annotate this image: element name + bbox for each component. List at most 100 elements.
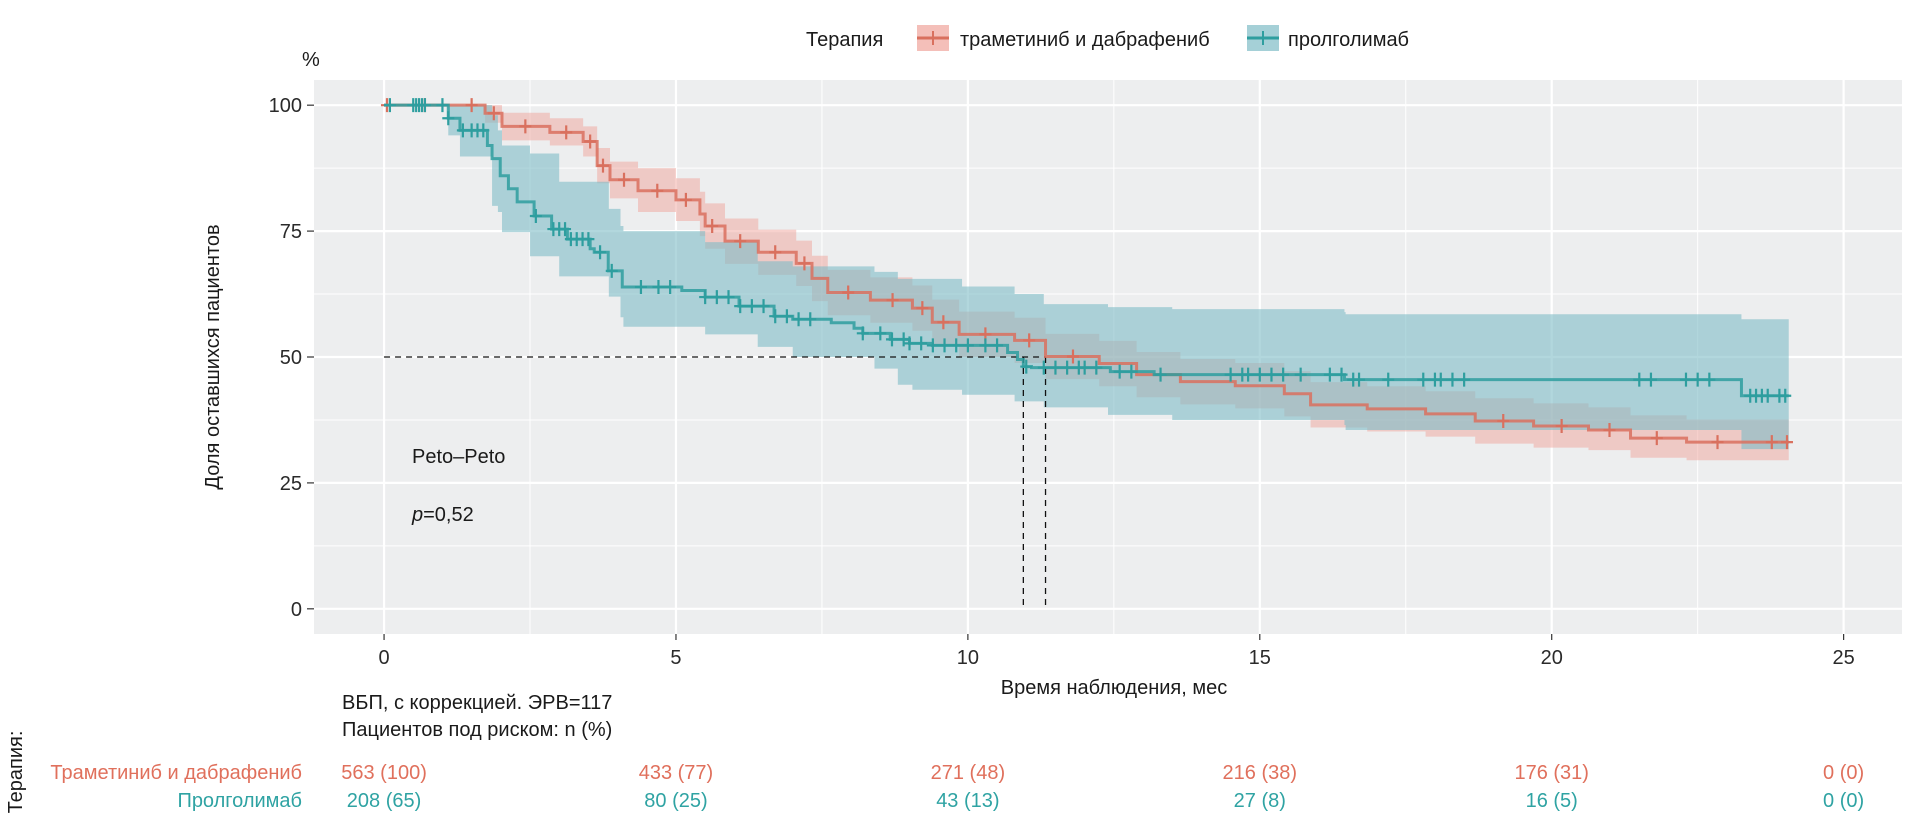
censor-mark [652, 279, 665, 294]
censor-mark [734, 299, 747, 314]
censor-mark [618, 172, 631, 187]
legend: Терапия траметиниб и дабрафениб пролголи… [806, 25, 1409, 51]
censor-mark [1603, 423, 1616, 438]
censor-mark [1691, 372, 1704, 387]
risk-table-cell: 216 (38) [1223, 762, 1298, 784]
censor-mark [519, 119, 532, 134]
x-tick-label: 5 [670, 647, 681, 669]
legend-label-prolgolimab: пролголимаб [1288, 29, 1409, 51]
y-axis-title: Доля оставшихся пациентов [202, 224, 224, 489]
y-tick-label: 50 [280, 347, 302, 369]
censor-mark [1703, 372, 1716, 387]
legend-key-1 [1247, 25, 1279, 51]
censor-mark [1090, 360, 1103, 375]
censor-mark [937, 315, 950, 330]
censor-mark [1023, 333, 1036, 348]
censor-mark [804, 312, 817, 327]
censor-mark [1417, 372, 1430, 387]
censor-mark [1154, 367, 1167, 382]
censor-mark [559, 222, 572, 237]
censor-mark [757, 299, 770, 314]
censor-mark [1037, 360, 1050, 375]
censor-mark [699, 290, 712, 305]
risk-table-cell: 176 (31) [1514, 762, 1589, 784]
risk-table: ВБП, с коррекцией. ЭРВ=117 Пациентов под… [5, 692, 1864, 813]
censor-mark [1049, 360, 1062, 375]
legend-key-0 [917, 25, 949, 51]
censor-mark [560, 125, 573, 140]
censor-mark [1779, 388, 1792, 403]
censor-mark [1242, 367, 1255, 382]
censor-mark [1353, 372, 1366, 387]
censor-mark [1446, 372, 1459, 387]
censor-mark [706, 219, 719, 234]
censor-mark [1780, 435, 1793, 450]
risk-table-subtitle: Пациентов под риском: n (%) [342, 719, 612, 741]
median-lines [384, 356, 1047, 609]
censor-mark [874, 326, 887, 341]
censor-mark [487, 106, 500, 121]
y-tick-label: 75 [280, 221, 302, 243]
test-name: Peto–Peto [412, 446, 505, 468]
legend-key-censor-icon [927, 31, 939, 45]
censor-mark [734, 234, 747, 249]
censor-mark [1265, 367, 1278, 382]
censor-mark [1633, 372, 1646, 387]
y-tick-label: 25 [280, 473, 302, 495]
censor-mark [1020, 359, 1033, 374]
censor-mark [529, 208, 542, 223]
x-axis-title: Время наблюдения, мес [1001, 677, 1228, 699]
censor-mark [1711, 435, 1724, 450]
censor-mark [938, 338, 951, 353]
risk-table-cell: 433 (77) [639, 762, 714, 784]
censor-mark [664, 279, 677, 294]
p-label: p [411, 504, 423, 526]
censor-mark [915, 336, 928, 351]
risk-table-cell: 80 (25) [644, 790, 707, 812]
censor-mark [769, 309, 782, 324]
legend-key-censor-icon [1257, 31, 1269, 45]
censor-mark [950, 338, 963, 353]
censor-mark [1066, 349, 1079, 364]
risk-table-cell: 271 (48) [931, 762, 1006, 784]
risk-row-label: Пролголимаб [177, 790, 302, 812]
censor-mark [1497, 413, 1510, 428]
p-number: =0,52 [423, 504, 474, 526]
censor-mark [798, 256, 811, 271]
censor-mark [1277, 367, 1290, 382]
censor-mark [651, 183, 664, 198]
confidence-bands [384, 105, 1789, 462]
risk-table-title: ВБП, с коррекцией. ЭРВ=117 [342, 692, 612, 714]
censor-mark [1761, 388, 1774, 403]
censor-mark [1765, 435, 1778, 450]
censor-mark [1650, 431, 1663, 446]
censor-mark [1294, 367, 1307, 382]
censor-mark [710, 290, 723, 305]
censor-mark [926, 338, 939, 353]
p-value: p=0,52 [411, 504, 474, 526]
censor-mark [903, 336, 916, 351]
y-tick-label: 100 [269, 95, 302, 117]
censor-mark [477, 123, 490, 138]
censor-mark [885, 332, 898, 347]
x-tick-label: 20 [1541, 647, 1563, 669]
censor-mark [780, 309, 793, 324]
survival-curve-1 [384, 103, 1789, 398]
censor-mark [594, 245, 607, 260]
x-tick-label: 15 [1249, 647, 1271, 669]
censor-mark [1434, 372, 1447, 387]
censor-mark [886, 293, 899, 308]
censor-mark [769, 245, 782, 260]
censor-mark [679, 192, 692, 207]
censor-mark [418, 98, 431, 113]
legend-label-trametinib: траметиниб и дабрафениб [960, 29, 1210, 51]
censor-mark [792, 312, 805, 327]
legend-title: Терапия [806, 29, 883, 51]
confidence-band-1 [384, 105, 1789, 450]
censor-mark [596, 158, 609, 173]
censor-mark [584, 134, 597, 149]
censor-mark [991, 338, 1004, 353]
censor-mark [465, 98, 478, 113]
censor-mark [961, 338, 974, 353]
